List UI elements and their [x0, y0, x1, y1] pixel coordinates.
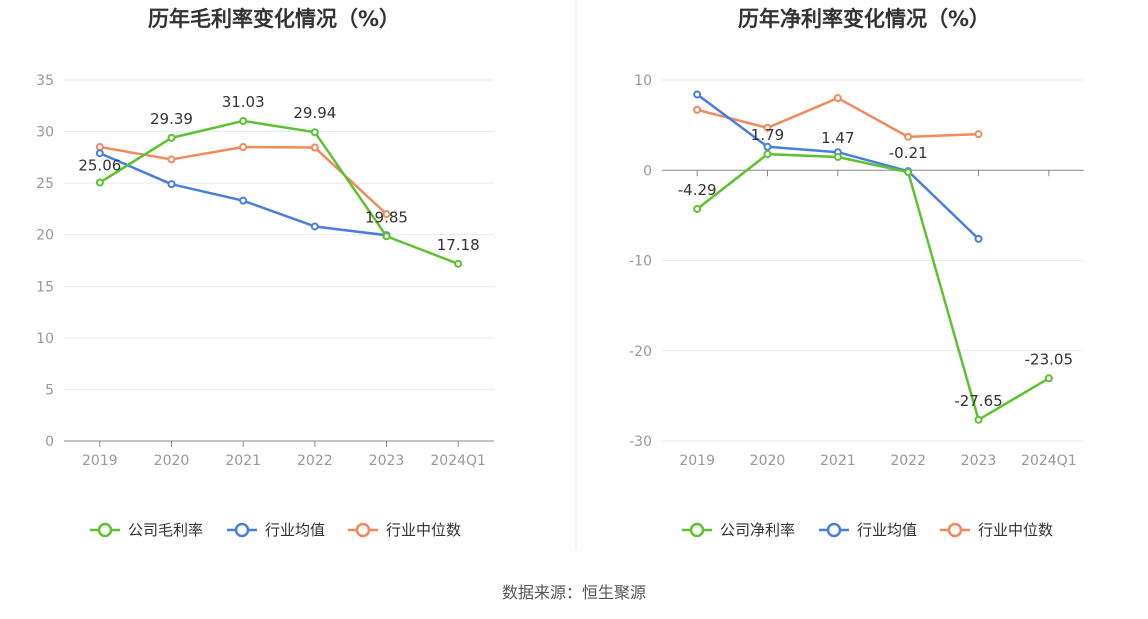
gm-ytick-label: 25	[36, 176, 54, 192]
nm-series-0-point	[763, 150, 772, 159]
nm-data-label: 1.79	[751, 126, 784, 144]
gm-series-2-point	[382, 210, 391, 219]
gm-series-2-point	[239, 143, 248, 152]
gm-legend-marker-icon	[97, 522, 113, 538]
gm-series-2-point	[167, 155, 176, 164]
gm-series-1-point	[95, 149, 104, 158]
gm-ytick-label: 0	[45, 434, 54, 450]
nm-data-label: -27.65	[954, 392, 1002, 410]
nm-legend-marker-icon	[826, 522, 842, 538]
gm-xtick-label: 2020	[154, 453, 190, 469]
nm-xtick-label: 2020	[750, 453, 786, 469]
nm-series-0-point	[904, 168, 913, 177]
gm-series-0-point	[95, 178, 104, 187]
nm-ytick-label: 0	[643, 163, 652, 179]
nm-legend-label: 行业均值	[857, 521, 917, 539]
gm-xtick-label: 2023	[369, 453, 405, 469]
nm-legend-label: 公司净利率	[720, 521, 795, 539]
gm-legend-label: 行业中位数	[386, 521, 461, 539]
nm-xtick-label: 2022	[890, 453, 926, 469]
gm-legend-item-2[interactable]: 行业中位数	[348, 521, 461, 539]
nm-series-1-point	[974, 234, 983, 243]
gm-legend-marker-icon	[355, 522, 371, 538]
gm-series-1-point	[167, 180, 176, 189]
gm-legend-item-1[interactable]: 行业均值	[227, 521, 325, 539]
gm-ytick-label: 20	[36, 228, 54, 244]
nm-series-0-point	[974, 415, 983, 424]
gm-series-2-point	[95, 143, 104, 152]
nm-legend-label: 行业中位数	[978, 521, 1053, 539]
nm-series-0-point	[833, 152, 842, 161]
nm-ytick-label: -30	[629, 434, 652, 450]
gm-series-line-1	[99, 152, 387, 237]
nm-data-label: -0.21	[889, 144, 928, 162]
gm-data-label: 29.94	[293, 104, 336, 122]
gm-series-2-point	[310, 143, 319, 152]
gm-ytick-label: 10	[36, 331, 54, 347]
gm-data-label: 17.18	[437, 236, 480, 254]
nm-ytick-label: -10	[629, 254, 652, 270]
nm-series-1-point	[763, 142, 772, 151]
nm-ytick-label: 10	[634, 73, 652, 89]
gm-data-label: 29.39	[150, 110, 193, 128]
nm-legend-item-2[interactable]: 行业中位数	[940, 521, 1053, 539]
gm-series-line-0	[99, 119, 459, 265]
gm-series-0-point	[239, 116, 248, 125]
nm-legend-marker-icon	[689, 522, 705, 538]
nm-data-label: 1.47	[821, 129, 854, 147]
gm-ytick-label: 15	[36, 279, 54, 295]
gm-series-0-point	[382, 232, 391, 241]
gm-legend-label: 行业均值	[265, 521, 325, 539]
source-note: 数据来源：恒生聚源	[502, 583, 646, 602]
gm-data-label: 25.06	[78, 157, 121, 175]
nm-series-2-point	[693, 105, 702, 114]
nm-ytick-label: -20	[629, 344, 652, 360]
nm-series-0-point	[1044, 374, 1053, 383]
nm-series-2-point	[904, 132, 913, 141]
nm-xtick-label: 2024Q1	[1021, 453, 1077, 469]
gm-xtick-label: 2021	[225, 453, 261, 469]
nm-series-2-point	[974, 130, 983, 139]
gm-data-label: 19.85	[365, 208, 408, 226]
gm-ytick-label: 5	[45, 382, 54, 398]
nm-series-2-point	[833, 94, 842, 103]
net-margin-chart: 历年净利率变化情况（%） -30 -20 -10 0 10 2019 2020 2021 202…	[629, 7, 1084, 539]
nm-xtick-label: 2023	[961, 453, 997, 469]
nm-xtick-label: 2019	[679, 453, 715, 469]
gm-series-0-point	[454, 259, 463, 268]
gm-legend-item-0[interactable]: 公司毛利率	[90, 521, 203, 539]
gm-xtick-label: 2019	[82, 453, 118, 469]
gm-ytick-label: 35	[36, 73, 54, 89]
nm-legend-item-0[interactable]: 公司净利率	[682, 521, 795, 539]
net-margin-title: 历年净利率变化情况（%）	[738, 7, 990, 31]
gm-series-0-point	[167, 133, 176, 142]
gross-margin-chart: 历年毛利率变化情况（%） 0 5 10 15 20 25 30 35 2019 2020 2021 2…	[36, 7, 494, 539]
gm-ytick-label: 30	[36, 125, 54, 141]
nm-series-0-point	[693, 204, 702, 213]
gross-margin-title: 历年毛利率变化情况（%）	[148, 7, 400, 31]
nm-series-1-point	[693, 90, 702, 99]
gm-series-1-point	[310, 222, 319, 231]
gm-xtick-label: 2022	[297, 453, 333, 469]
nm-series-2-point	[763, 123, 772, 132]
gm-series-0-point	[310, 128, 319, 137]
nm-legend-item-1[interactable]: 行业均值	[819, 521, 917, 539]
nm-series-line-0	[696, 152, 1050, 422]
gm-legend-label: 公司毛利率	[128, 521, 203, 539]
nm-data-label: -4.29	[678, 181, 717, 199]
gm-series-1-point	[239, 196, 248, 205]
gm-legend-marker-icon	[234, 522, 250, 538]
nm-legend-marker-icon	[947, 522, 963, 538]
nm-data-label: -23.05	[1025, 350, 1073, 368]
gm-data-label: 31.03	[222, 93, 265, 111]
nm-series-line-1	[696, 93, 980, 240]
gm-xtick-label: 2024Q1	[430, 453, 486, 469]
nm-xtick-label: 2021	[820, 453, 856, 469]
